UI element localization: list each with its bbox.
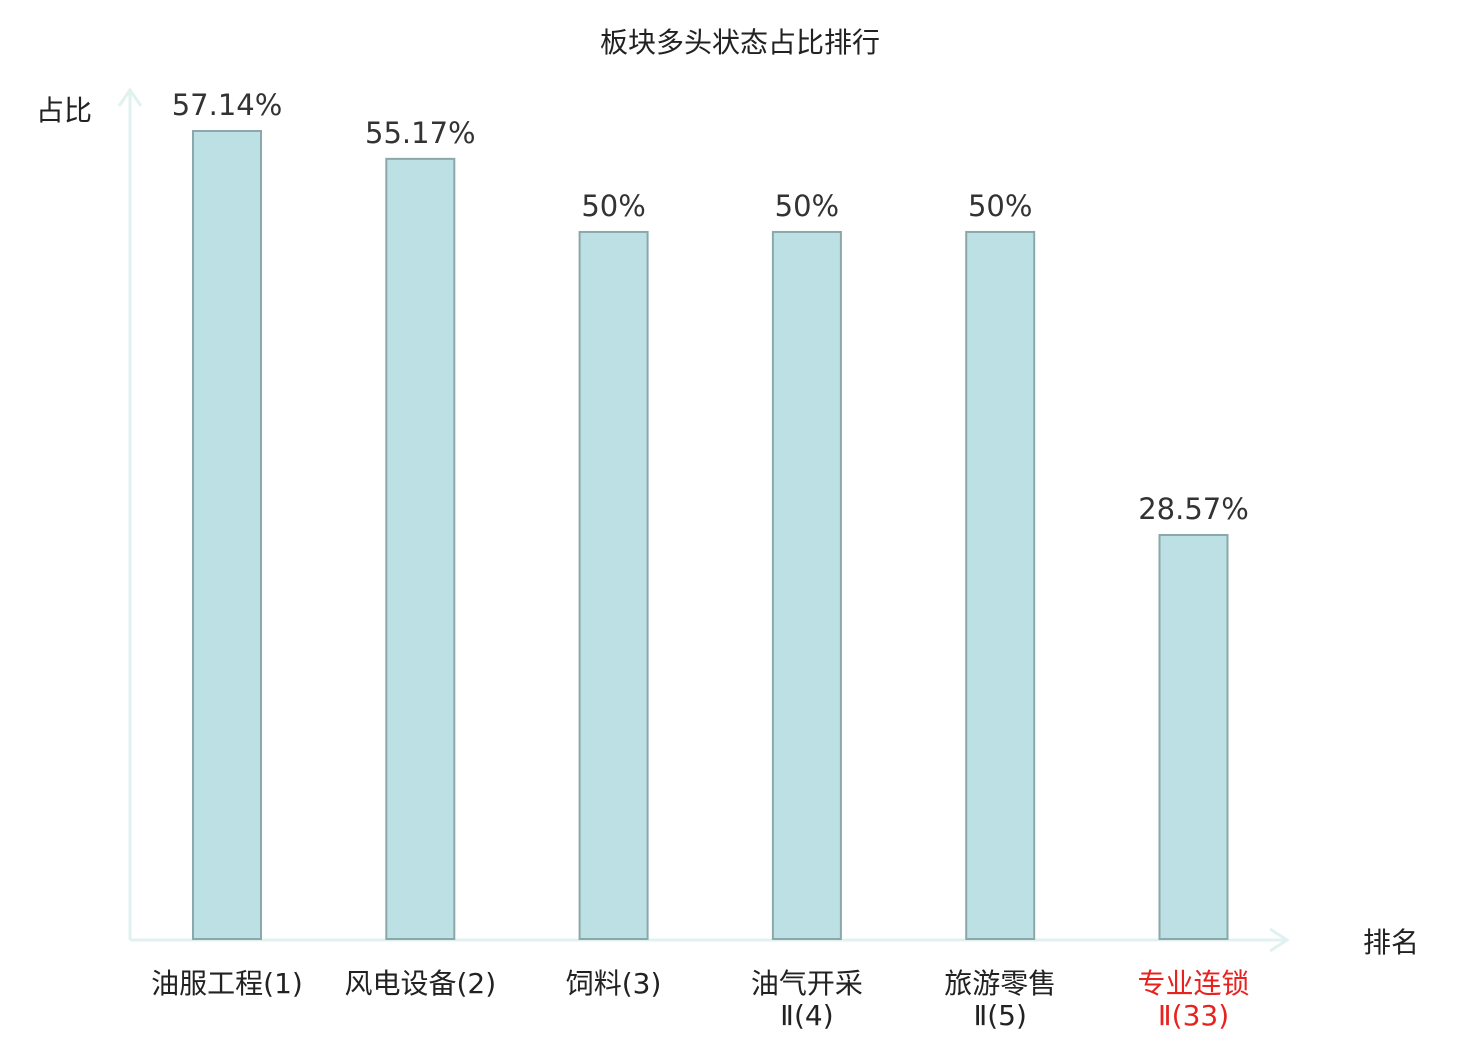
chart-title: 板块多头状态占比排行	[600, 26, 880, 59]
axes	[117, 87, 1290, 953]
bar	[385, 157, 456, 941]
category-label: 旅游零售	[944, 967, 1056, 1000]
category-label: 油服工程(1)	[151, 967, 303, 1000]
y-axis-arrow	[117, 87, 143, 107]
category-label: 专业连锁	[1137, 967, 1249, 1000]
bars	[192, 130, 1229, 941]
category-label: 油气开采	[751, 967, 863, 1000]
value-label: 50%	[968, 189, 1032, 223]
bar	[965, 230, 1036, 940]
value-label: 55.17%	[365, 116, 476, 150]
category-label-line2: Ⅱ(5)	[973, 999, 1026, 1032]
y-axis-label: 占比	[36, 94, 92, 127]
value-label: 28.57%	[1138, 492, 1249, 526]
bar	[192, 130, 262, 940]
category-label: 饲料(3)	[566, 967, 662, 1000]
value-label: 50%	[581, 189, 645, 223]
category-label-line2: Ⅱ(33)	[1158, 999, 1229, 1032]
bar	[771, 230, 842, 940]
value-label: 57.14%	[172, 88, 283, 122]
category-label-line2: Ⅱ(4)	[780, 999, 833, 1032]
value-labels: 57.14% 55.17% 50% 50% 50% 28.57%	[172, 88, 1249, 526]
x-axis-label: 排名	[1363, 926, 1419, 959]
category-label: 风电设备(2)	[344, 967, 496, 1000]
value-label: 50%	[775, 189, 839, 223]
bar	[578, 230, 649, 940]
x-axis-arrow	[1269, 927, 1290, 953]
bar	[1158, 534, 1229, 940]
